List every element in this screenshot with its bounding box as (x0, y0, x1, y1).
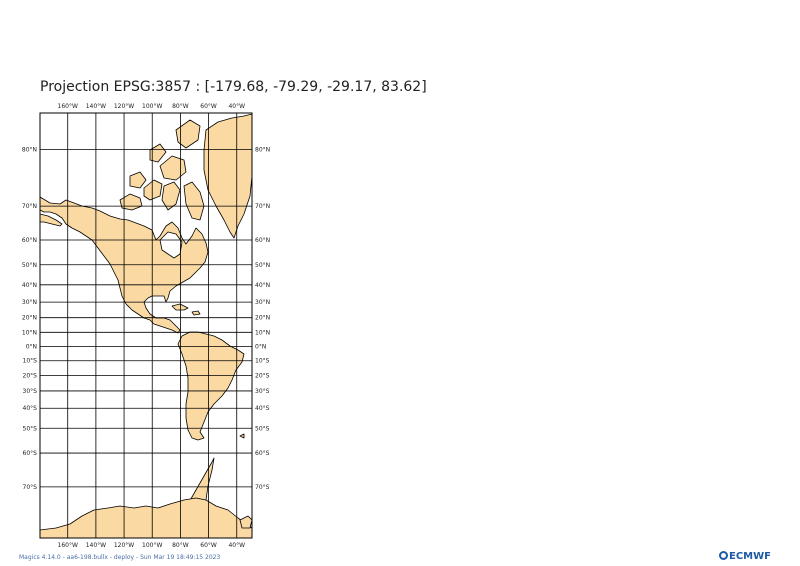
land-layer (40, 113, 252, 538)
lat-tick-label: 20°N (22, 315, 37, 322)
lat-tick-label: 20°S (23, 372, 38, 379)
arctic-island-6 (129, 171, 147, 189)
lat-tick-label: 70°S (23, 484, 38, 491)
arctic-island-3 (159, 155, 187, 181)
arctic-island-4 (175, 119, 201, 149)
tick-labels: 160°W 160°W 140°W 140°W 120°W 120°W 100°W 100°W… (22, 103, 270, 549)
lat-tick-label: 10°S (23, 358, 38, 365)
lat-tick-label: 20°S (255, 372, 270, 379)
lat-tick-label: 10°N (255, 329, 270, 336)
lon-tick-label: 80°W (172, 103, 189, 110)
hudson-bay (159, 231, 183, 259)
lon-tick-label: 60°W (200, 103, 217, 110)
lon-tick-label: 40°W (228, 542, 245, 549)
alaska-peninsula (40, 213, 63, 227)
arctic-island-7 (149, 143, 167, 163)
lon-tick-label: 100°W (142, 103, 162, 110)
lat-tick-label: 0°N (26, 344, 37, 351)
graticule (40, 113, 252, 538)
lat-tick-label: 60°N (255, 237, 270, 244)
lat-tick-label: 50°N (22, 262, 37, 269)
lat-tick-label: 70°N (22, 203, 37, 210)
lat-tick-label: 30°N (22, 299, 37, 306)
lat-tick-label: 50°S (23, 425, 38, 432)
lat-tick-label: 10°N (22, 329, 37, 336)
lat-tick-label: 30°N (255, 299, 270, 306)
lat-tick-label: 80°N (22, 146, 37, 153)
falkland-islands (239, 433, 245, 439)
cuba (171, 303, 189, 311)
lat-tick-label: 40°S (255, 405, 270, 412)
arctic-island-5 (161, 181, 181, 211)
ecmwf-logo-icon (719, 551, 728, 560)
lat-tick-label: 70°N (255, 203, 270, 210)
map-frame (39, 112, 253, 539)
lat-tick-label: 0°N (255, 344, 266, 351)
ecmwf-logo-text: ECMWF (729, 551, 771, 562)
greenland (203, 113, 252, 239)
lat-tick-label: 40°S (23, 405, 38, 412)
lon-tick-label: 80°W (172, 542, 189, 549)
lat-tick-label: 30°S (255, 388, 270, 395)
lat-tick-label: 70°S (255, 484, 270, 491)
lon-tick-label: 120°W (114, 542, 134, 549)
arctic-island-2 (143, 179, 163, 201)
magics-footer: Magics 4.14.0 - aa6-198.bullx - deploy -… (19, 554, 221, 561)
lon-tick-label: 100°W (142, 542, 162, 549)
lon-tick-label: 160°W (58, 103, 78, 110)
lon-tick-label: 120°W (114, 103, 134, 110)
lat-tick-label: 50°N (255, 262, 270, 269)
lat-tick-label: 10°S (255, 358, 270, 365)
lat-tick-label: 50°S (255, 425, 270, 432)
lat-tick-label: 60°S (255, 450, 270, 457)
lon-tick-label: 40°W (228, 103, 245, 110)
lat-tick-label: 80°N (255, 146, 270, 153)
lon-tick-label: 140°W (86, 542, 106, 549)
lat-tick-label: 40°N (255, 282, 270, 289)
hispaniola (191, 310, 201, 316)
lon-tick-label: 140°W (86, 103, 106, 110)
lat-tick-label: 40°N (22, 282, 37, 289)
lat-tick-label: 30°S (23, 388, 38, 395)
lat-tick-label: 20°N (255, 315, 270, 322)
map-title: Projection EPSG:3857 : [-179.68, -79.29,… (40, 79, 427, 95)
lon-tick-label: 160°W (58, 542, 78, 549)
lon-tick-label: 60°W (200, 542, 217, 549)
lat-tick-label: 60°N (22, 237, 37, 244)
lat-tick-label: 60°S (23, 450, 38, 457)
antarctica-island (239, 515, 252, 529)
ecmwf-logo: ECMWF (719, 551, 771, 562)
